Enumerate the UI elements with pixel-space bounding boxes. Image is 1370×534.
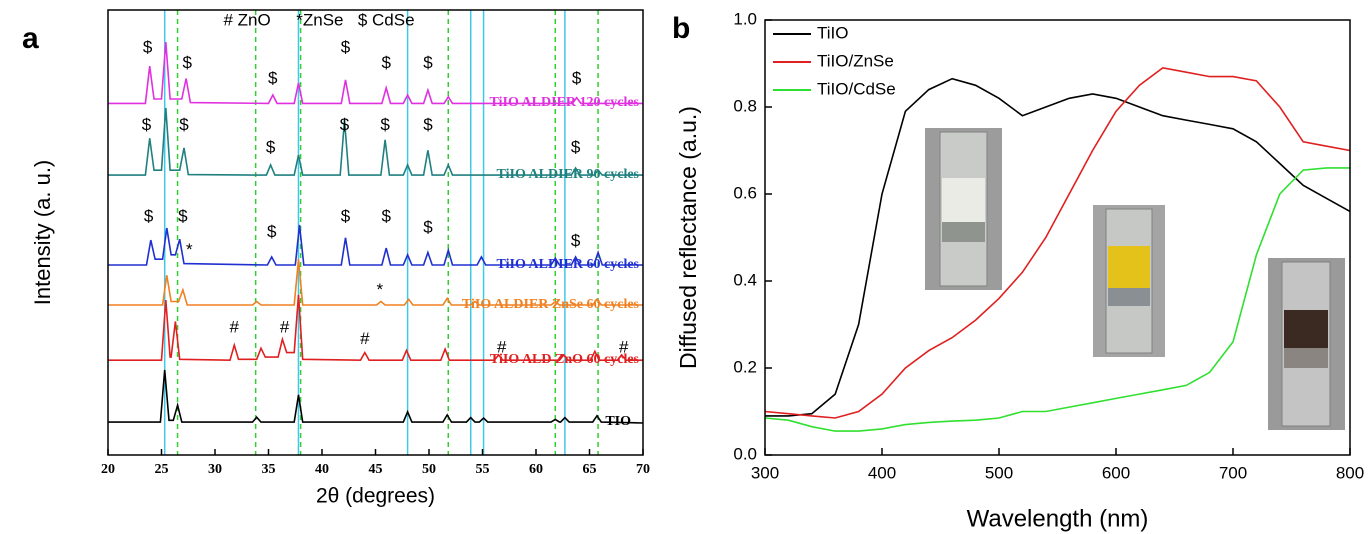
photo [1268,258,1345,430]
data-line [108,107,643,176]
x-tick-label: 20 [101,462,115,477]
plot: TIO TiIO ALD ZnO 60 cycles TiIO ALDIER ZnS… [30,9,650,508]
annotation: $ [571,231,581,250]
x-tick-label: 60 [529,462,543,477]
x-tick-label: 300 [751,463,779,482]
annotation: # [497,338,507,357]
data-line [108,369,644,424]
annotation: $ [182,53,192,72]
annotation: # [280,318,290,337]
y-axis-title: Intensity (a. u.) [30,160,55,306]
annotation: # [230,318,240,337]
series-label: TiIO ALDIER 60 cycles [497,257,640,272]
data-line [108,41,643,105]
y-tick-label: 1.0 [733,9,757,28]
panel-label: b [672,12,690,45]
annotation: # [619,338,629,357]
annotation: $ [571,137,581,156]
annotation: $ [380,115,390,134]
annotation: # ZnO [223,11,270,30]
x-tick-label: 400 [868,463,896,482]
photo [925,128,1002,290]
x-tick-label: 45 [369,462,383,477]
photo [1093,205,1165,357]
data-line [108,294,643,362]
y-tick-label: 0.4 [733,270,757,289]
panel-label: a [22,22,39,55]
data-line [108,224,643,266]
x-tick-label: 50 [422,462,436,477]
annotation: $ [266,137,276,156]
annotation: $ [143,37,153,56]
annotation: $ [423,218,433,237]
annotation: $ [179,115,189,134]
x-tick-label: 55 [476,462,490,477]
x-tick-label: 30 [208,462,222,477]
x-tick-label: 65 [583,462,597,477]
legend-label: TiIO/CdSe [817,79,896,98]
y-tick-label: 0.2 [733,357,757,376]
y-axis-title: Diffused reflectance (a.u.) [675,106,701,369]
x-tick-label: 35 [262,462,276,477]
x-tick-label: 800 [1336,463,1364,482]
annotation: $ [267,222,277,241]
y-tick-label: 0.0 [733,444,757,463]
plot-frame [764,19,1351,456]
data-line [764,66,1351,419]
plot-frame [107,9,644,456]
y-tick-label: 0.8 [733,96,757,115]
x-axis-title: Wavelength (nm) [967,505,1149,532]
x-tick-label: 700 [1219,463,1247,482]
series-label: TIO [605,414,631,429]
series-label: TiIO ALD ZnO 60 cycles [490,352,640,367]
annotation: $ [381,206,391,225]
annotation: $ [572,68,582,87]
annotation: * [186,240,193,259]
annotation: $ [381,53,391,72]
annotation: $ [341,206,351,225]
annotation: $ [340,115,350,134]
plot: 300 400 500 600 700 800 0.0 0.2 0.4 0.6 0.8 1.0 Wave… [675,9,1364,532]
data-line [765,77,1351,417]
data-line [764,167,1350,432]
annotation: *ZnSe [296,11,343,30]
x-tick-label: 40 [315,462,329,477]
x-tick-label: 70 [636,462,650,477]
annotation: $ [268,68,278,87]
annotation: $ [423,115,433,134]
series-label: TiIO ALDIER ZnSe 60 cycles [462,297,640,312]
annotation: $ [423,53,433,72]
legend-label: TiIO/ZnSe [817,51,894,70]
x-axis-title: 2θ (degrees) [316,485,435,508]
x-tick-label: 600 [1102,463,1130,482]
x-tick-label: 500 [985,463,1013,482]
data-line [108,259,643,306]
legend-label: TiIO [817,23,848,42]
annotation: * [376,280,383,299]
annotation: $ CdSe [358,11,415,30]
annotation: $ [142,115,152,134]
series-label: TiIO ALDIER 120 cycles [490,95,640,110]
x-tick-label: 25 [155,462,169,477]
annotation: # [360,329,370,348]
annotation: $ [341,37,351,56]
y-tick-label: 0.6 [733,183,757,202]
annotation: $ [144,206,154,225]
annotation: $ [178,206,188,225]
series-label: TiIO ALDIER 90 cycles [497,167,640,182]
